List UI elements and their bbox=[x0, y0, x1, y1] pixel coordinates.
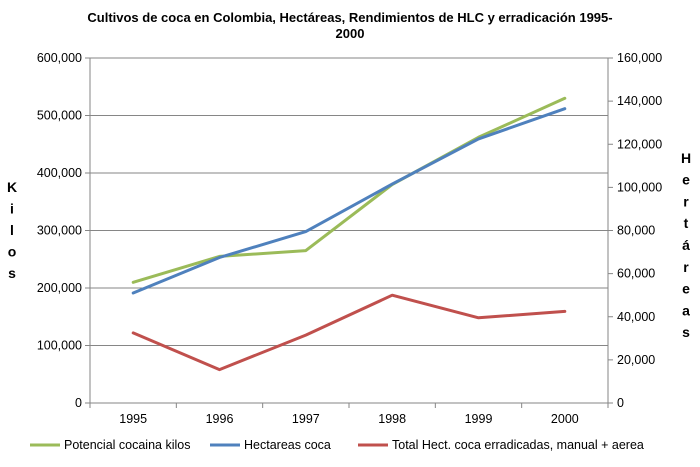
x-tick-label: 1996 bbox=[206, 412, 234, 426]
axis-title-char: r bbox=[683, 259, 689, 275]
legend-item: Total Hect. coca erradicadas, manual + a… bbox=[358, 438, 644, 452]
chart-title: Cultivos de coca en Colombia, Hectáreas,… bbox=[87, 10, 612, 41]
legend-item: Hectareas coca bbox=[210, 438, 331, 452]
legend: Potencial cocaina kilos Hectareas coca Tot… bbox=[30, 438, 644, 452]
y-right-tick-label: 60,000 bbox=[617, 267, 655, 281]
axis-title-char: s bbox=[682, 324, 690, 340]
y-left-tick-label: 100,000 bbox=[37, 339, 82, 353]
axes: 0 100,000 200,000 300,000 400,000 500,000 600,… bbox=[7, 51, 691, 426]
axis-title-char: i bbox=[10, 201, 14, 217]
y-right-tick-label: 160,000 bbox=[617, 51, 662, 65]
y-left-tick-label: 300,000 bbox=[37, 224, 82, 238]
x-tick-label: 1997 bbox=[292, 412, 320, 426]
axis-title-char: o bbox=[8, 244, 17, 260]
axis-title-char: e bbox=[682, 281, 690, 297]
series-line-1 bbox=[131, 96, 567, 284]
axis-title-char: K bbox=[7, 179, 17, 195]
axis-title-char: r bbox=[683, 193, 689, 209]
x-tick-label: 1995 bbox=[119, 412, 147, 426]
series-line-3 bbox=[131, 293, 567, 372]
axis-title-char: s bbox=[8, 265, 16, 281]
y-right-tick-label: 40,000 bbox=[617, 310, 655, 324]
y-right-tick-label: 0 bbox=[617, 396, 624, 410]
chart-title-line-2: 2000 bbox=[336, 26, 365, 41]
y-right-tick-label: 20,000 bbox=[617, 353, 655, 367]
y-left-tick-label: 500,000 bbox=[37, 109, 82, 123]
y-right-tick-label: 120,000 bbox=[617, 137, 662, 151]
y-left-tick-label: 200,000 bbox=[37, 281, 82, 295]
series bbox=[131, 96, 567, 372]
chart-title-line-1: Cultivos de coca en Colombia, Hectáreas,… bbox=[87, 10, 612, 25]
grid bbox=[90, 57, 608, 346]
x-tick-label: 2000 bbox=[551, 412, 579, 426]
x-tick-label: 1998 bbox=[378, 412, 406, 426]
legend-label: Hectareas coca bbox=[244, 438, 331, 452]
y-right-tick-label: 140,000 bbox=[617, 94, 662, 108]
legend-label: Total Hect. coca erradicadas, manual + a… bbox=[392, 438, 644, 452]
axis-title-char: á bbox=[682, 237, 690, 253]
x-tick-label: 1999 bbox=[465, 412, 493, 426]
axis-title-char: e bbox=[682, 172, 690, 188]
y-right-tick-label: 80,000 bbox=[617, 224, 655, 238]
y-left-tick-label: 600,000 bbox=[37, 51, 82, 65]
axis-title-char: l bbox=[10, 222, 14, 238]
y-left-tick-label: 0 bbox=[75, 396, 82, 410]
axis-title-char: t bbox=[684, 215, 689, 231]
series-line-2 bbox=[131, 107, 567, 295]
axis-title-char: H bbox=[681, 150, 691, 166]
legend-label: Potencial cocaina kilos bbox=[64, 438, 190, 452]
axis-title-char: a bbox=[682, 302, 690, 318]
y-left-tick-label: 400,000 bbox=[37, 166, 82, 180]
y-right-tick-label: 100,000 bbox=[617, 180, 662, 194]
legend-item: Potencial cocaina kilos bbox=[30, 438, 190, 452]
